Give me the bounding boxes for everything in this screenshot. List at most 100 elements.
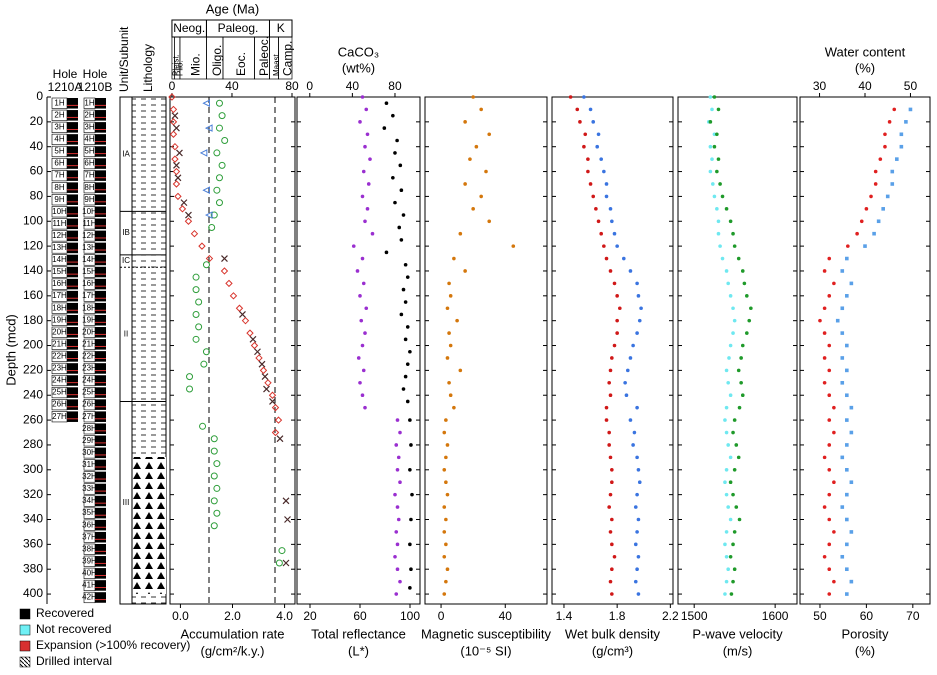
data-point [360, 194, 365, 199]
data-point [608, 207, 613, 211]
data-point [845, 393, 849, 398]
core-recovered [67, 290, 78, 302]
data-point [172, 167, 181, 176]
data-point [731, 231, 735, 236]
data-point [393, 554, 397, 559]
data-point [607, 430, 611, 435]
data-point [405, 275, 410, 279]
core-recovered [67, 98, 78, 109]
data-point [728, 343, 733, 348]
data-point [881, 207, 885, 211]
core-recovered [95, 98, 106, 109]
x-tick-label: 60 [353, 609, 367, 623]
panel-unit: (g/cm²/k.y.) [200, 643, 264, 658]
data-point [568, 95, 573, 99]
data-point [202, 348, 210, 356]
data-point [210, 435, 218, 443]
core-label: 18H [82, 303, 97, 312]
core-label: 2H [84, 110, 94, 119]
data-point [726, 281, 730, 286]
data-point [610, 356, 614, 360]
data-point [409, 567, 413, 572]
core-recovered [95, 170, 106, 181]
data-point [370, 231, 375, 236]
depth-tick-label: 120 [23, 238, 43, 252]
core-label: 19H [82, 315, 97, 324]
data-point [487, 219, 492, 224]
data-point [827, 393, 832, 398]
depth-tick-label: 20 [30, 114, 44, 128]
data-point [455, 318, 459, 323]
core-recovered [95, 182, 106, 193]
data-point [723, 418, 727, 422]
data-point [728, 554, 733, 559]
core-label: 41H [82, 581, 97, 590]
data-point [358, 120, 362, 124]
data-point [213, 186, 221, 194]
data-point [633, 579, 638, 584]
data-point [596, 132, 601, 137]
data-point [403, 262, 408, 267]
core-recovered [95, 423, 106, 435]
data-point [849, 430, 854, 435]
core-label: 14H [52, 255, 67, 264]
core-label: 37H [82, 532, 97, 541]
data-point [876, 219, 881, 224]
data-point [822, 306, 827, 311]
core-label: 5H [84, 147, 94, 156]
data-point [840, 269, 845, 273]
lithology-title: Lithology [141, 44, 155, 92]
data-point [471, 95, 475, 99]
core-label: 9H [54, 195, 64, 204]
core-recovered [95, 399, 106, 410]
core-recovered [95, 411, 106, 422]
core-label: 5H [54, 147, 64, 156]
data-point [395, 542, 400, 547]
data-point [351, 244, 356, 248]
data-point [724, 207, 729, 211]
depth-tick-label: 280 [23, 437, 43, 451]
core-label: 11H [52, 219, 66, 228]
core-label: 22H [52, 352, 67, 361]
data-point [728, 294, 733, 298]
hole-id: 1210A [48, 80, 83, 94]
unit-column-title: Unit/Subunit [117, 26, 131, 92]
data-point [731, 492, 735, 497]
core-recovered [67, 122, 78, 133]
panel-frame [799, 96, 931, 605]
core-label: 21H [52, 339, 67, 348]
data-point [395, 505, 400, 509]
data-point [215, 124, 223, 132]
data-point [607, 443, 611, 447]
data-point [723, 480, 727, 485]
period-label: Neog. [173, 21, 205, 35]
data-point [399, 188, 404, 192]
core-recovered [95, 278, 106, 290]
data-point [220, 267, 229, 275]
data-point [635, 405, 639, 410]
data-point [398, 430, 402, 435]
data-point [410, 492, 414, 497]
core-label: 27H [82, 412, 97, 421]
data-point [716, 219, 721, 224]
data-point [636, 517, 641, 522]
core-label: 33H [82, 484, 97, 493]
data-point [822, 505, 827, 509]
data-point [442, 592, 447, 596]
data-point [602, 244, 606, 248]
core-recovered [67, 206, 78, 218]
data-point [822, 269, 827, 273]
core-recovered [67, 351, 78, 362]
data-point [747, 318, 752, 323]
data-point [726, 567, 730, 572]
data-point [271, 403, 280, 412]
data-point [639, 306, 643, 311]
legend-swatch [19, 624, 31, 636]
data-point [845, 368, 849, 373]
data-point [618, 306, 622, 311]
data-point [218, 112, 226, 120]
data-point [487, 132, 492, 137]
panel-unit: (%) [855, 643, 875, 658]
data-point [723, 592, 727, 596]
x-tick-label: 40 [499, 609, 513, 623]
